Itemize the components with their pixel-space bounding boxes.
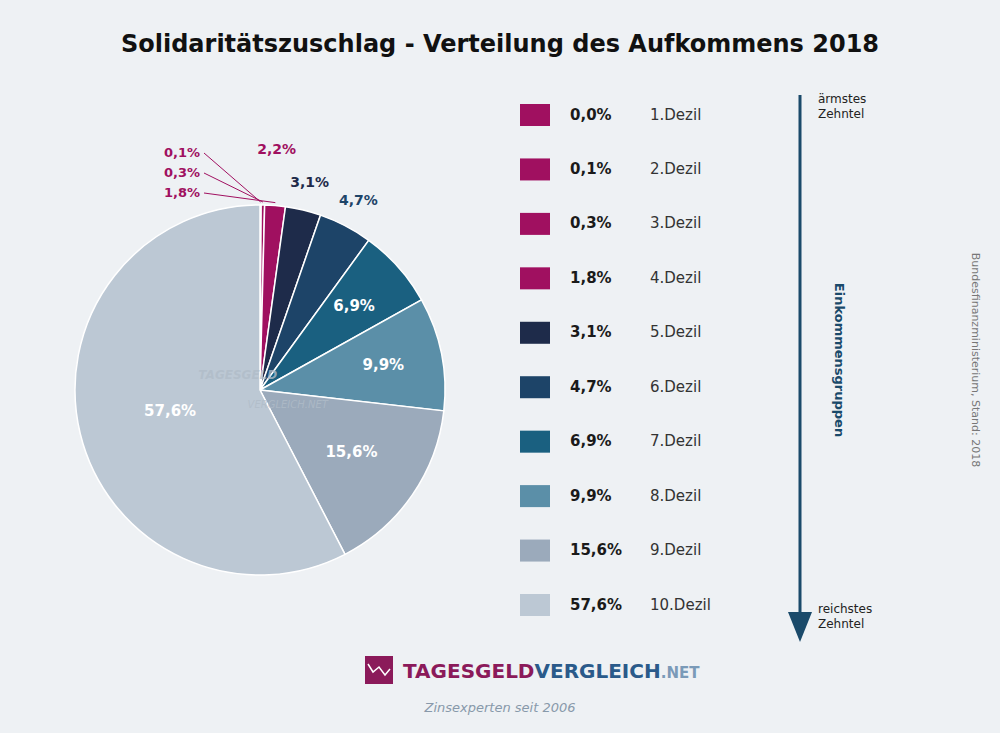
data-label: 57,6%	[144, 402, 196, 420]
brand-part: VERGLEICH	[534, 659, 660, 683]
data-label: 0,3%	[164, 165, 200, 180]
brand-icon	[365, 656, 393, 684]
brand-part: TAGESGELD	[403, 659, 534, 683]
leader-line	[204, 173, 263, 202]
legend-value: 3,1%	[570, 323, 612, 341]
arrow	[799, 95, 802, 627]
legend-label: 4.Dezil	[650, 269, 701, 287]
axis-note: Einkommensgruppen	[832, 283, 847, 437]
data-label: 6,9%	[333, 297, 375, 315]
subtitle: Zinsexperten seit 2006	[424, 700, 576, 715]
watermark: VERGLEICH.NET	[248, 399, 329, 410]
legend-label: 1.Dezil	[650, 106, 701, 124]
branding: TAGESGELDVERGLEICH.NET	[365, 656, 700, 684]
legend-value: 0,1%	[570, 160, 612, 178]
brand-part: .NET	[661, 664, 700, 682]
legend-value: 15,6%	[570, 541, 622, 559]
pie-slice	[75, 205, 345, 575]
legend-swatch	[520, 104, 550, 126]
legend-label: 7.Dezil	[650, 432, 701, 450]
legend-swatch	[520, 158, 550, 180]
legend-swatch	[520, 431, 550, 453]
legend-label: 6.Dezil	[650, 378, 701, 396]
data-label: 0,1%	[164, 145, 200, 160]
legend-value: 9,9%	[570, 487, 612, 505]
combined-label: 2,2%	[257, 141, 296, 157]
legend-label: 2.Dezil	[650, 160, 701, 178]
legend-value: 0,0%	[570, 106, 612, 124]
data-label: 4,7%	[339, 192, 378, 208]
data-label: 1,8%	[164, 185, 200, 200]
legend-swatch	[520, 594, 550, 616]
legend-value: 0,3%	[570, 214, 612, 232]
legend: 0,0% 1.Dezil 0,1% 2.Dezil 0,3% 3.Dezil 1,8% 4.D…	[520, 104, 711, 616]
legend-label: 8.Dezil	[650, 487, 701, 505]
text-line: ärmstes	[818, 92, 866, 106]
watermark: TAGESGELD	[198, 368, 277, 382]
text-line: Zehntel	[818, 617, 864, 631]
legend-label: 3.Dezil	[650, 214, 701, 232]
legend-swatch	[520, 322, 550, 344]
background	[0, 0, 1000, 733]
brand-text: TAGESGELDVERGLEICH.NET	[403, 659, 700, 683]
brand-icon-line	[368, 664, 390, 675]
legend-label: 5.Dezil	[650, 323, 701, 341]
text-line: Zehntel	[818, 107, 864, 121]
arrow-label: reichstesZehntel	[818, 602, 872, 631]
legend-swatch	[520, 485, 550, 507]
data-label: 9,9%	[363, 356, 405, 374]
data-label: 15,6%	[325, 443, 377, 461]
legend-swatch	[520, 376, 550, 398]
legend-swatch	[520, 213, 550, 235]
chart: Solidaritätszuschlag - Verteilung des Au…	[0, 0, 1000, 733]
text-line: reichstes	[818, 602, 872, 616]
legend-label: 9.Dezil	[650, 541, 701, 559]
legend-label: 10.Dezil	[650, 596, 711, 614]
legend-swatch	[520, 267, 550, 289]
source: Bundesfinanzministerium, Stand: 2018	[969, 253, 982, 467]
legend-value: 1,8%	[570, 269, 612, 287]
data-label: 3,1%	[290, 174, 329, 190]
title: Solidaritätszuschlag - Verteilung des Au…	[121, 30, 879, 58]
legend-value: 4,7%	[570, 378, 612, 396]
legend-value: 57,6%	[570, 596, 622, 614]
leader-line	[204, 193, 275, 203]
legend-value: 6,9%	[570, 432, 612, 450]
legend-swatch	[520, 540, 550, 562]
pie	[75, 205, 445, 575]
arrow-label: ärmstesZehntel	[818, 92, 866, 121]
